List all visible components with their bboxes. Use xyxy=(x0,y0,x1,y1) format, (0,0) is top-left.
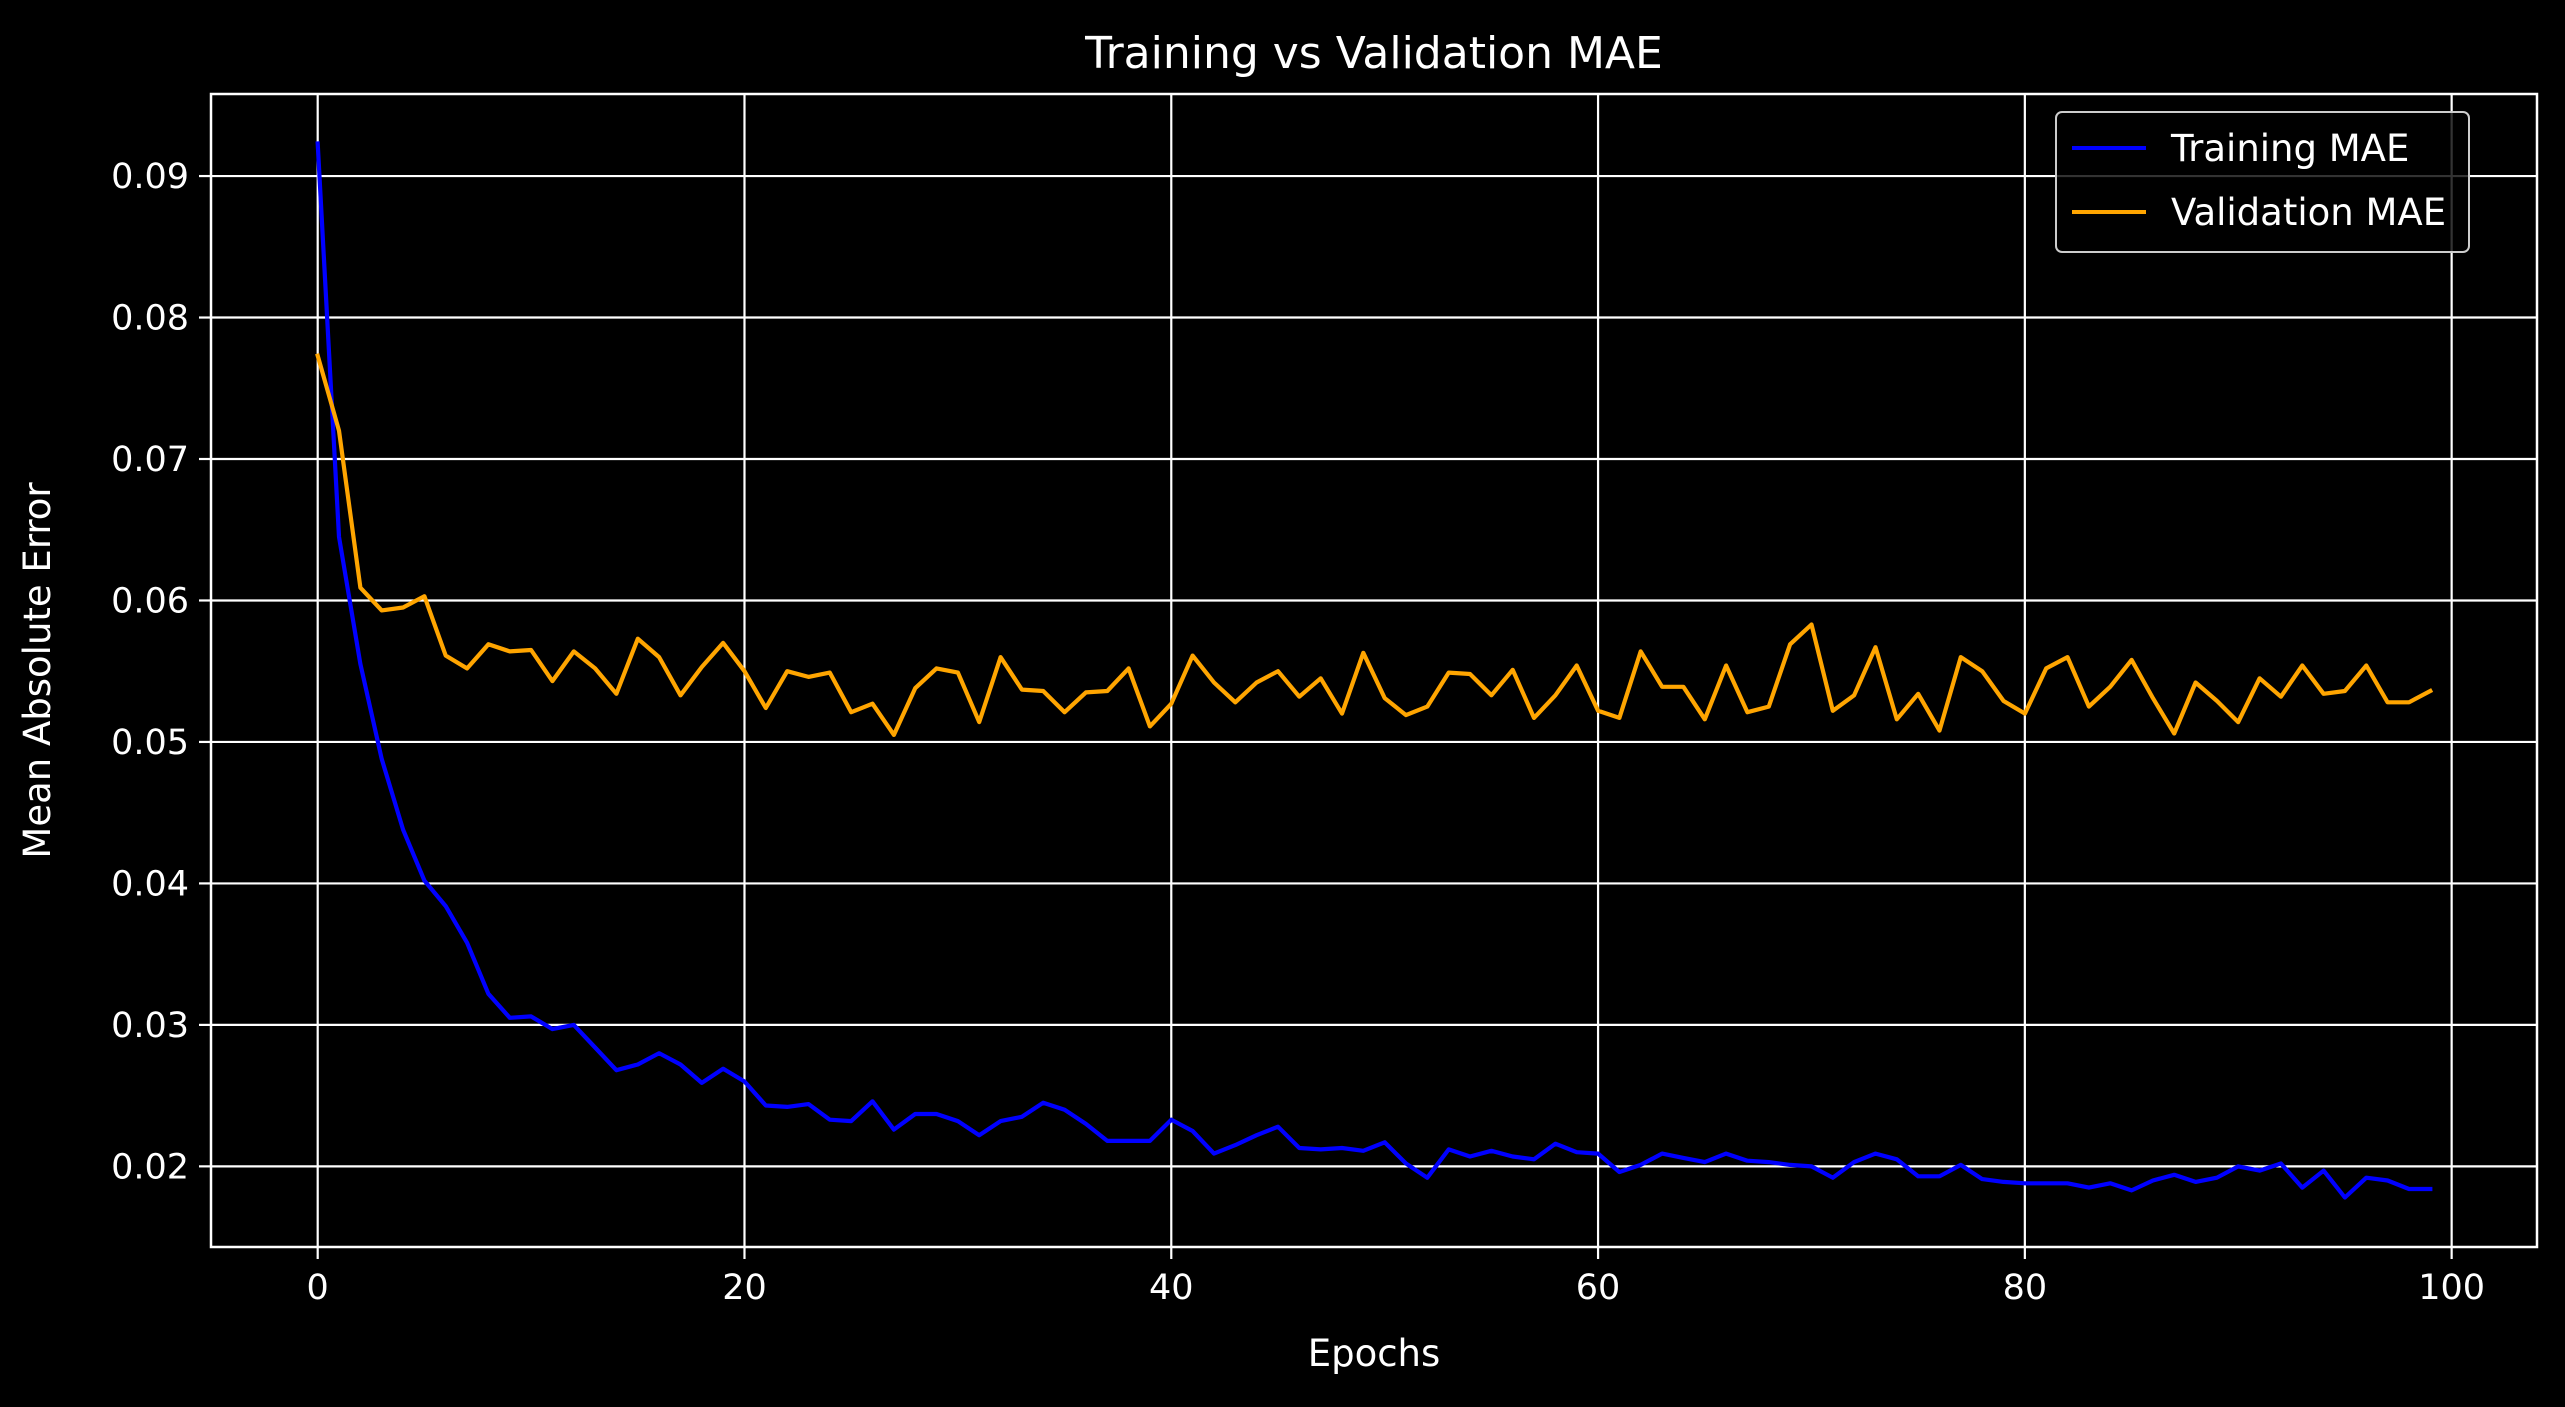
legend-entry-validation-mae: Validation MAE xyxy=(2171,191,2446,234)
x-tick-label: 80 xyxy=(2003,1268,2048,1308)
series-lines xyxy=(315,141,2434,1200)
y-tick-label: 0.02 xyxy=(111,1147,189,1187)
x-tick-label: 40 xyxy=(1149,1268,1194,1308)
legend: Training MAE Validation MAE xyxy=(2055,111,2470,253)
legend-box xyxy=(2055,111,2470,253)
y-tick-label: 0.04 xyxy=(111,864,189,904)
x-tick-label: 100 xyxy=(2418,1268,2485,1308)
chart-title: Training vs Validation MAE xyxy=(1084,28,1663,79)
y-axis-ticks: 0.02 0.03 0.04 0.05 0.06 0.07 0.08 0.09 xyxy=(111,157,211,1187)
y-tick-label: 0.07 xyxy=(111,440,189,480)
x-axis-label: Epochs xyxy=(1308,1332,1441,1375)
series-line-validation-mae xyxy=(315,353,2434,738)
x-tick-label: 0 xyxy=(307,1268,329,1308)
x-axis-ticks: 0 20 40 60 80 100 xyxy=(307,1247,2485,1308)
legend-entry-training-mae: Training MAE xyxy=(2170,127,2409,170)
x-tick-label: 60 xyxy=(1576,1268,1621,1308)
y-tick-label: 0.05 xyxy=(111,723,189,763)
y-tick-label: 0.06 xyxy=(111,581,189,621)
plot-area-frame xyxy=(209,92,2539,1249)
y-tick-label: 0.08 xyxy=(111,299,189,339)
x-tick-label: 20 xyxy=(722,1268,767,1308)
grid xyxy=(211,94,2537,1247)
series-line-training-mae xyxy=(315,141,2433,1200)
y-tick-label: 0.03 xyxy=(111,1006,189,1046)
y-tick-label: 0.09 xyxy=(111,157,189,197)
y-axis-label: Mean Absolute Error xyxy=(16,482,59,859)
